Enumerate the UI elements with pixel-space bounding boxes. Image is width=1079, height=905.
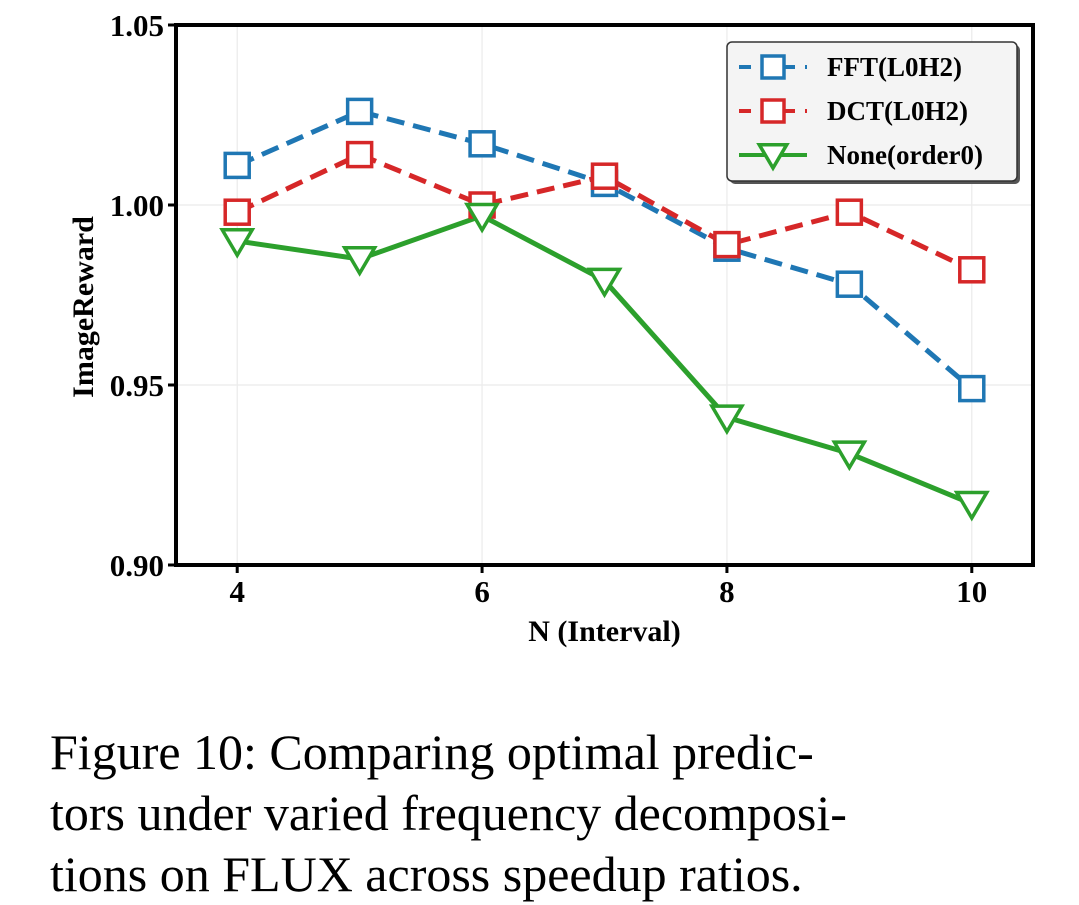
series-markers	[219, 97, 990, 522]
legend-marker	[756, 142, 790, 172]
data-point	[345, 140, 374, 169]
series-line-2	[236, 213, 973, 507]
y-tick-label: 0.90	[110, 548, 164, 583]
data-point	[223, 198, 251, 226]
legend: FFT(L0H2) DCT(L0H2) None(order0)	[726, 41, 1020, 184]
data-point	[835, 270, 864, 298]
caption-line: Figure 10: Comparing optimal predic-	[50, 724, 814, 780]
data-point	[835, 198, 864, 226]
legend-marker	[760, 54, 786, 80]
caption-line: tors under varied frequency decomposi-	[50, 785, 847, 841]
legend-label: FFT(L0H2)	[827, 52, 962, 82]
caption-line: tions on FLUX across speedup ratios.	[50, 846, 803, 902]
data-point	[831, 440, 868, 472]
data-point	[345, 97, 374, 126]
line-chart: 0.90 0.95 1.00 1.05 4 6 8 10 N (Interval) Imag…	[67, 8, 1035, 648]
legend-box	[726, 41, 1018, 182]
data-point	[708, 404, 745, 436]
x-axis-label: N (Interval)	[528, 615, 680, 648]
data-point	[341, 246, 378, 277]
y-tick-label: 0.95	[110, 368, 164, 403]
y-tick-label: 1.05	[110, 8, 164, 43]
data-point	[468, 130, 496, 158]
x-tick-label: 8	[719, 574, 735, 609]
data-point	[219, 228, 256, 259]
legend-label: None(order0)	[827, 140, 983, 170]
plot-frame	[174, 23, 1035, 567]
y-tick-label: 1.00	[110, 188, 164, 223]
y-axis-label: ImageReward	[67, 216, 100, 398]
y-axis-ticks: 0.90 0.95 1.00 1.05	[110, 8, 176, 583]
legend-marker	[760, 98, 786, 124]
legend-label: DCT(L0H2)	[827, 96, 968, 126]
data-point	[713, 230, 741, 259]
data-point	[464, 202, 501, 234]
data-point	[223, 151, 251, 180]
x-tick-label: 10	[956, 574, 987, 609]
x-axis-ticks: 4 6 8 10	[229, 565, 987, 609]
figure-caption: Figure 10: Comparing optimal predic- tor…	[50, 722, 1050, 905]
data-point	[590, 162, 619, 190]
data-point	[958, 374, 986, 403]
x-tick-label: 4	[229, 574, 245, 609]
data-point	[958, 256, 986, 284]
data-point	[586, 267, 623, 299]
x-tick-label: 6	[474, 574, 490, 609]
data-point	[953, 490, 990, 522]
